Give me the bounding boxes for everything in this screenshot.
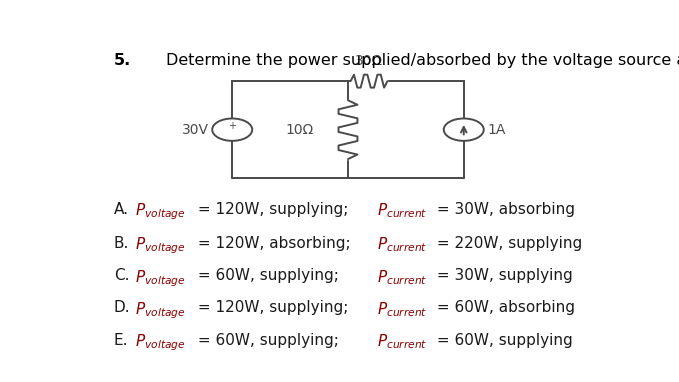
Text: = 220W, supplying: = 220W, supplying bbox=[433, 236, 583, 251]
Text: E.: E. bbox=[114, 333, 128, 348]
Text: 30V: 30V bbox=[181, 123, 208, 137]
Text: Determine the power supplied/absorbed by the voltage source and the current sour: Determine the power supplied/absorbed by… bbox=[166, 53, 679, 68]
Text: = 30W, supplying: = 30W, supplying bbox=[433, 268, 573, 283]
Text: $\mathit{P}_{\mathit{current}}$: $\mathit{P}_{\mathit{current}}$ bbox=[377, 268, 427, 286]
Text: $\mathit{P}_{\mathit{voltage}}$: $\mathit{P}_{\mathit{voltage}}$ bbox=[135, 333, 185, 353]
Text: $\mathit{P}_{\mathit{current}}$: $\mathit{P}_{\mathit{current}}$ bbox=[377, 236, 427, 254]
Text: = 60W, absorbing: = 60W, absorbing bbox=[433, 300, 575, 315]
Text: $\mathit{P}_{\mathit{current}}$: $\mathit{P}_{\mathit{current}}$ bbox=[377, 202, 427, 220]
Text: B.: B. bbox=[114, 236, 129, 251]
Polygon shape bbox=[336, 100, 360, 159]
Text: C.: C. bbox=[114, 268, 129, 283]
Text: = 60W, supplying;: = 60W, supplying; bbox=[193, 268, 344, 283]
Text: $\mathit{P}_{\mathit{voltage}}$: $\mathit{P}_{\mathit{voltage}}$ bbox=[135, 236, 185, 256]
Text: $\mathit{P}_{\mathit{current}}$: $\mathit{P}_{\mathit{current}}$ bbox=[377, 333, 427, 351]
Text: $\mathit{P}_{\mathit{voltage}}$: $\mathit{P}_{\mathit{voltage}}$ bbox=[135, 202, 185, 222]
Text: 10Ω: 10Ω bbox=[286, 123, 314, 137]
Text: $\mathit{P}_{\mathit{current}}$: $\mathit{P}_{\mathit{current}}$ bbox=[377, 300, 427, 319]
Polygon shape bbox=[350, 73, 388, 89]
Text: = 60W, supplying: = 60W, supplying bbox=[433, 333, 573, 348]
Text: = 120W, supplying;: = 120W, supplying; bbox=[193, 300, 358, 315]
Text: = 120W, absorbing;: = 120W, absorbing; bbox=[193, 236, 355, 251]
Text: +: + bbox=[228, 121, 236, 131]
Text: $\mathit{P}_{\mathit{voltage}}$: $\mathit{P}_{\mathit{voltage}}$ bbox=[135, 300, 185, 321]
Text: = 120W, supplying;: = 120W, supplying; bbox=[193, 202, 358, 217]
Text: A.: A. bbox=[114, 202, 129, 217]
Text: 30Ω: 30Ω bbox=[355, 53, 383, 68]
Text: 1A: 1A bbox=[488, 123, 506, 137]
Text: $\mathit{P}_{\mathit{voltage}}$: $\mathit{P}_{\mathit{voltage}}$ bbox=[135, 268, 185, 288]
Text: = 60W, supplying;: = 60W, supplying; bbox=[193, 333, 348, 348]
Text: 5.: 5. bbox=[114, 53, 131, 68]
Text: D.: D. bbox=[114, 300, 130, 315]
Text: = 30W, absorbing: = 30W, absorbing bbox=[433, 202, 575, 217]
